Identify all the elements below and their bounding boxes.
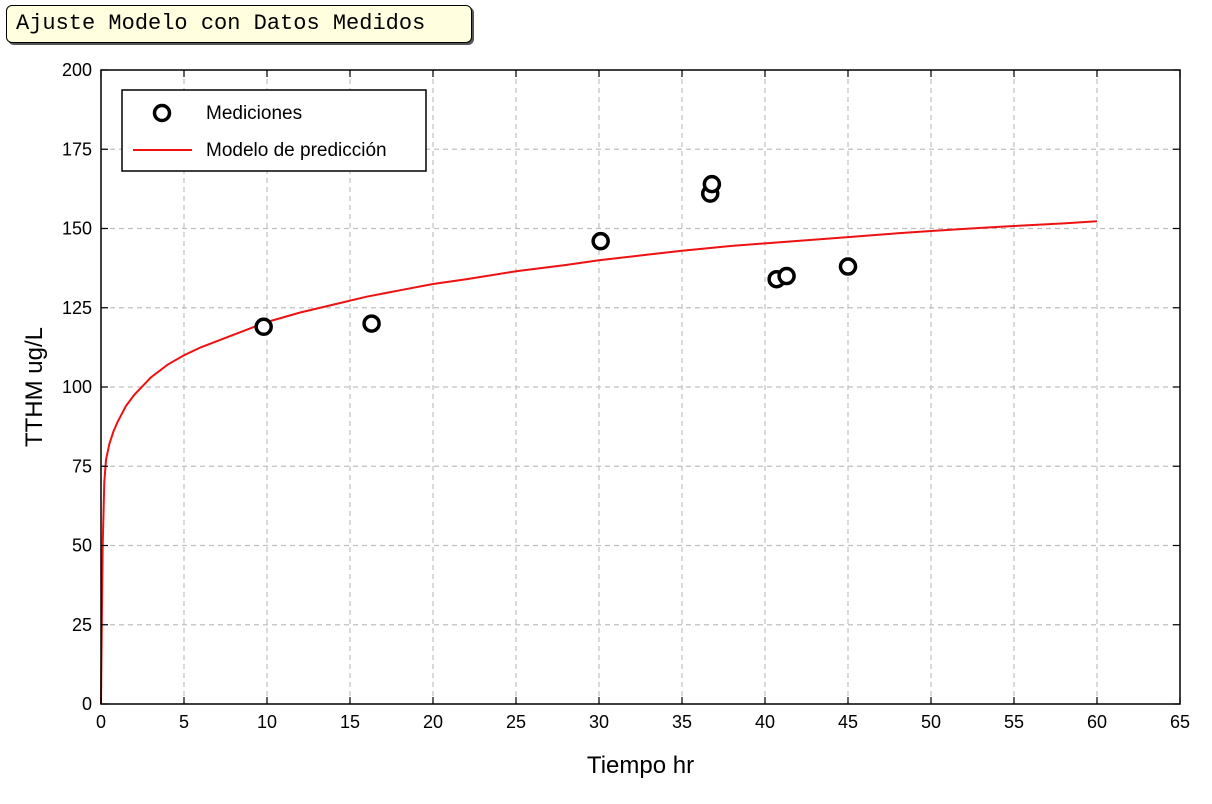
chart-title-box: Ajuste Modelo con Datos Medidos	[6, 5, 472, 43]
x-tick-label: 45	[838, 712, 858, 732]
model-curve	[100, 220, 1098, 705]
measurement-point	[702, 174, 722, 194]
measurement-layer	[254, 174, 858, 337]
x-tick-label: 35	[672, 712, 692, 732]
x-tick-label: 55	[1004, 712, 1024, 732]
legend-label: Mediciones	[206, 103, 302, 124]
x-tick-label: 40	[755, 712, 775, 732]
legend-marker-swatch	[152, 103, 172, 123]
legend: Mediciones Modelo de predicción	[121, 89, 427, 172]
x-tick-label: 10	[257, 712, 277, 732]
y-tick-label: 200	[62, 60, 92, 80]
measurement-point	[362, 314, 381, 333]
measurement-point	[254, 317, 273, 337]
x-tick-label: 20	[423, 712, 443, 732]
legend-box	[121, 89, 427, 172]
y-tick-label: 100	[62, 377, 92, 397]
y-axis-label: TTHM ug/L	[21, 327, 48, 447]
y-tick-label: 0	[82, 694, 92, 714]
x-tick-label: 60	[1087, 712, 1107, 732]
measurement-point	[591, 231, 610, 251]
model-layer	[100, 220, 1098, 705]
y-tick-label: 50	[72, 536, 92, 556]
y-tick-label: 125	[62, 298, 92, 318]
y-tick-label: 150	[62, 219, 92, 239]
x-tick-label: 5	[179, 712, 189, 732]
x-tick-label: 25	[506, 712, 526, 732]
legend-label: Modelo de predicción	[206, 140, 387, 161]
x-tick-label: 0	[96, 712, 106, 732]
x-tick-label: 15	[340, 712, 360, 732]
measurement-point	[777, 266, 796, 286]
x-tick-label: 65	[1170, 712, 1190, 732]
y-tick-label: 175	[62, 139, 92, 159]
y-tick-label: 75	[72, 456, 92, 476]
x-tick-label: 50	[921, 712, 941, 732]
x-axis-label: Tiempo hr	[587, 752, 694, 779]
x-tick-label: 30	[589, 712, 609, 732]
grid	[101, 70, 1180, 704]
y-tick-label: 25	[72, 615, 92, 635]
axis-ticks: 0 5 10 15 20 25 30 35 40 45 50 55 60 65 0 25 50 75 100 125 1…	[62, 60, 1190, 732]
measurement-point	[838, 257, 858, 276]
